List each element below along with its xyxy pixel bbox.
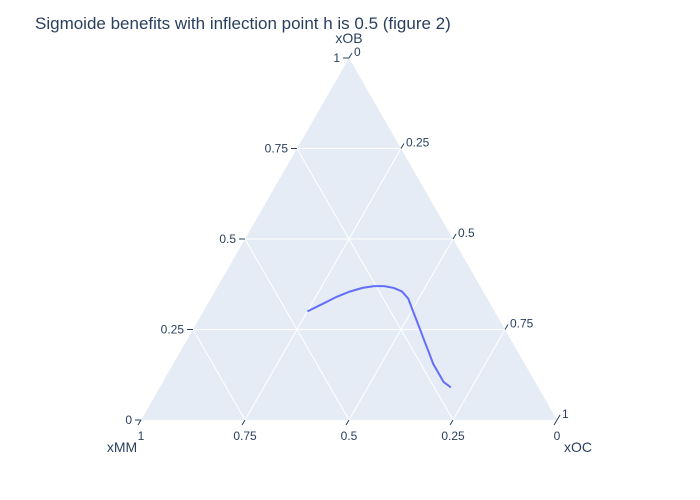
tick-label-b: 0.5	[341, 429, 358, 443]
tick-label-c: 0.75	[510, 317, 534, 331]
tick-label-c: 0.25	[406, 136, 430, 150]
grid-line-b	[192, 329, 246, 421]
tick-label-a: 0.25	[161, 323, 185, 337]
tick-mark-b	[241, 419, 246, 426]
axis-title-xob: xOB	[335, 30, 362, 46]
tick-mark-c	[504, 324, 509, 330]
tick-mark-b	[345, 419, 350, 426]
tick-mark-b	[553, 419, 558, 426]
tick-mark-b	[449, 419, 454, 426]
tick-label-a: 0	[125, 413, 132, 427]
tick-label-b: 0.75	[233, 429, 257, 443]
grid-lines	[192, 148, 506, 421]
tick-label-a: 1	[333, 51, 340, 65]
grid-line-c	[452, 329, 506, 421]
tick-mark-c	[400, 143, 405, 149]
axis-title-xmm: xMM	[107, 439, 137, 455]
tick-mark-c	[452, 233, 457, 240]
tick-label-b: 1	[138, 429, 145, 443]
tick-label-b: 0	[554, 429, 561, 443]
tick-label-c: 0.5	[458, 226, 475, 240]
grid-line-b	[244, 238, 350, 421]
tick-mark-b	[137, 419, 142, 426]
axis-title-xoc: xOC	[564, 439, 592, 455]
grid-line-c	[244, 148, 402, 421]
tick-label-c: 0	[354, 45, 361, 59]
grid-line-c	[348, 238, 454, 421]
tick-label-a: 0.5	[219, 232, 236, 246]
tick-mark-c	[556, 414, 561, 421]
tick-label-b: 0.25	[441, 429, 465, 443]
chart-title: Sigmoide benefits with inflection point …	[35, 14, 451, 33]
tick-mark-c	[348, 52, 353, 59]
tick-label-c: 1	[562, 407, 569, 421]
series-layer	[306, 285, 452, 389]
series-line	[306, 285, 452, 389]
grid-line-b	[296, 148, 454, 421]
tick-label-a: 0.75	[265, 142, 289, 156]
